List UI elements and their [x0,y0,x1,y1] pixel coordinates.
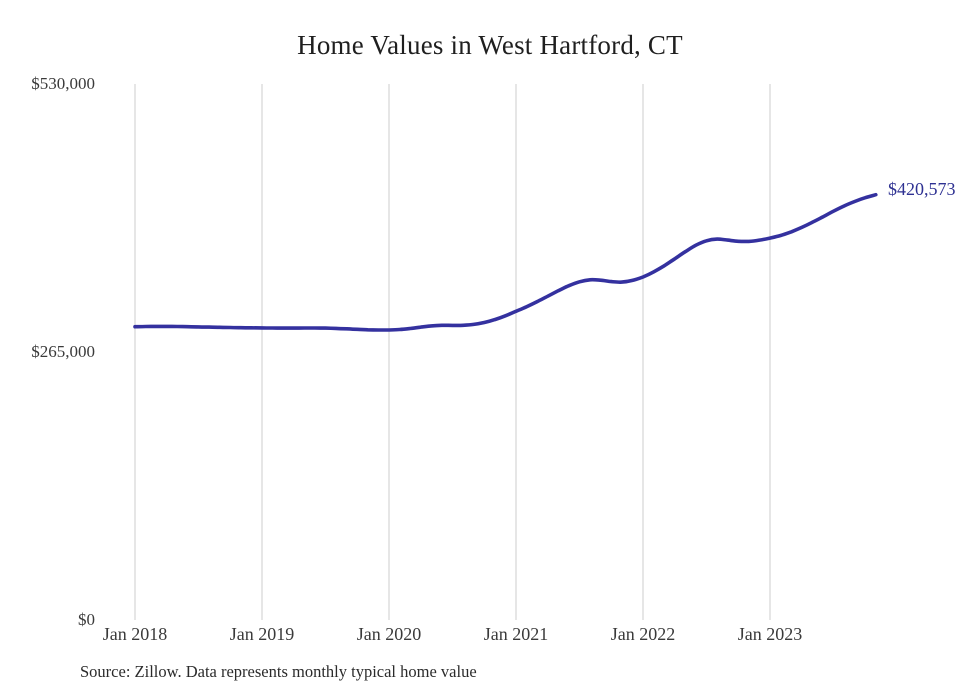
home-value-line [133,192,878,332]
end-value-label: $420,573 [888,179,956,199]
y-tick-label: $530,000 [31,74,95,93]
x-tick-label: Jan 2023 [737,624,803,644]
x-tick-label: Jan 2020 [356,624,422,644]
x-tick-label: Jan 2018 [102,624,168,644]
x-tick-label: Jan 2021 [483,624,549,644]
source-note: Source: Zillow. Data represents monthly … [80,662,477,681]
x-tick-label: Jan 2022 [610,624,676,644]
y-tick-label: $265,000 [31,342,95,361]
x-tick-label: Jan 2019 [229,624,295,644]
vertical-gridlines [134,84,771,620]
y-tick-label: $0 [78,610,95,629]
chart-title: Home Values in West Hartford, CT [297,30,683,60]
